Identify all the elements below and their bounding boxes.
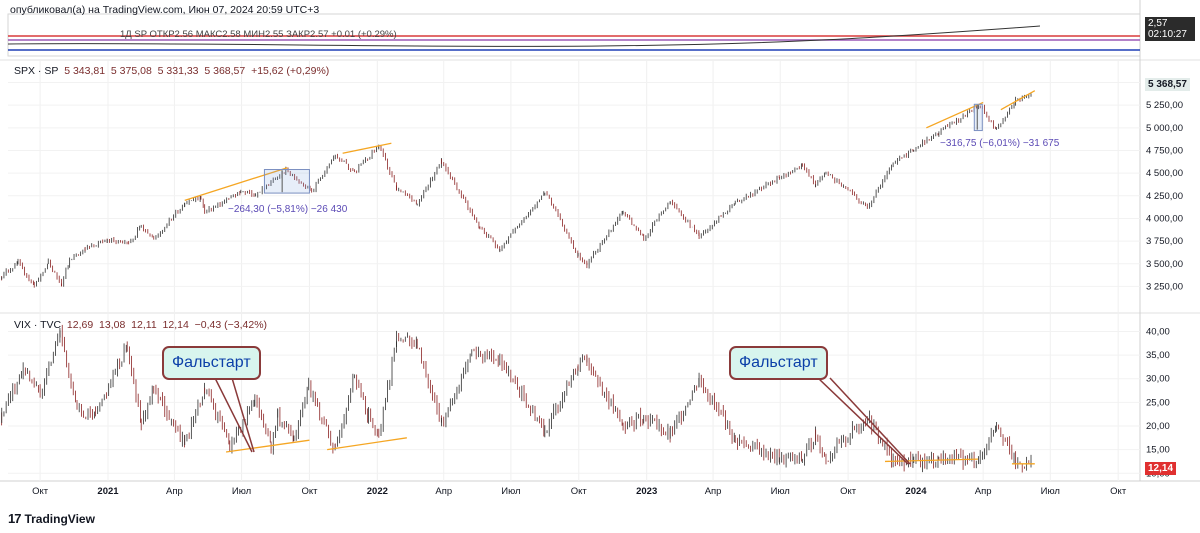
callout-pointer-2 bbox=[817, 377, 909, 465]
p1-ytick-5: 4 500,00 bbox=[1146, 168, 1183, 179]
x-tick-10: Апр bbox=[705, 486, 722, 497]
p1-ytick-4: 4 250,00 bbox=[1146, 191, 1183, 202]
vix-open: 12,69 bbox=[66, 319, 94, 331]
trendline-vix-1 bbox=[225, 439, 310, 453]
spx-high: 5 375,08 bbox=[110, 65, 152, 77]
measure-box-2 bbox=[973, 103, 983, 132]
trendline-vix-2 bbox=[327, 437, 407, 451]
x-tick-1: 2021 bbox=[97, 486, 119, 497]
callout-false-start-2: Фальстарт bbox=[729, 346, 828, 380]
p2-ytick-6: 40,00 bbox=[1146, 326, 1170, 337]
p2-ytick-4: 30,00 bbox=[1146, 374, 1170, 385]
mini-timer: 02:10:27 bbox=[1148, 29, 1187, 40]
x-tick-9: 2023 bbox=[636, 486, 657, 497]
p2-ytick-5: 35,00 bbox=[1146, 350, 1170, 361]
x-tick-14: Апр bbox=[975, 486, 992, 497]
x-tick-16: Окт bbox=[1110, 486, 1127, 497]
trendline-spx-4 bbox=[1000, 90, 1036, 111]
callout-false-start-1: Фальстарт bbox=[162, 346, 261, 380]
vix-change: −0,43 (−3,42%) bbox=[194, 319, 268, 331]
mini-price-tag: 2,57 02:10:27 bbox=[1145, 17, 1195, 41]
p1-ytick-1: 3 500,00 bbox=[1146, 259, 1183, 270]
p2-ytick-3: 25,00 bbox=[1146, 397, 1170, 408]
p2-ytick-1: 15,00 bbox=[1146, 445, 1170, 456]
vix-high: 13,08 bbox=[99, 319, 126, 331]
trendline-spx-2 bbox=[342, 142, 392, 154]
x-tick-3: Июл bbox=[232, 486, 251, 497]
p1-ytick-0: 3 250,00 bbox=[1146, 281, 1183, 292]
spx-open: 5 343,81 bbox=[64, 65, 106, 77]
callout-pointer-2b bbox=[829, 377, 911, 465]
vix-close: 12,14 bbox=[162, 319, 189, 331]
measure-label-1: −264,30 (−5,81%) −26 430 bbox=[228, 204, 348, 215]
x-tick-15: Июл bbox=[1041, 486, 1060, 497]
x-tick-2: Апр bbox=[166, 486, 183, 497]
x-tick-8: Окт bbox=[571, 486, 588, 497]
spx-change: +15,62 (+0,29%) bbox=[251, 65, 330, 77]
mini-panel bbox=[7, 13, 1141, 57]
x-tick-0: Окт bbox=[32, 486, 49, 497]
callout-pointer-1 bbox=[214, 377, 253, 453]
p1-ytick-6: 4 750,00 bbox=[1146, 145, 1183, 156]
p1-ytick-2: 3 750,00 bbox=[1146, 236, 1183, 247]
trendline-spx-3 bbox=[926, 101, 984, 129]
vix-price-tag: 12,14 bbox=[1145, 462, 1177, 475]
x-tick-7: Июл bbox=[501, 486, 520, 497]
trendline-spx-1 bbox=[184, 167, 288, 201]
mini-price: 2,57 bbox=[1148, 18, 1168, 29]
vix-symbol: VIX · TVC bbox=[14, 319, 62, 331]
tradingview-logo-icon: 17 bbox=[8, 511, 22, 526]
mini-price-line bbox=[7, 25, 1041, 47]
footer-brand[interactable]: 17 TradingView bbox=[8, 511, 95, 526]
p1-ytick-8: 5 250,00 bbox=[1146, 100, 1183, 111]
spx-close: 5 368,57 bbox=[204, 65, 246, 77]
measure-label-2: −316,75 (−6,01%) −31 675 bbox=[940, 138, 1060, 149]
vix-low: 12,11 bbox=[131, 319, 157, 331]
spx-low: 5 331,33 bbox=[157, 65, 199, 77]
x-tick-6: Апр bbox=[435, 486, 452, 497]
p1-ytick-3: 4 000,00 bbox=[1146, 213, 1183, 224]
trendline-vix-3 bbox=[884, 458, 979, 463]
x-tick-13: 2024 bbox=[905, 486, 927, 497]
mini-panel-legend: 1Д SP ОТКР2.56 МАКС2.58 МИН2.55 ЗАКР2.57… bbox=[120, 29, 397, 40]
spx-symbol: SPX · SP bbox=[14, 65, 59, 77]
p2-ytick-2: 20,00 bbox=[1146, 421, 1170, 432]
vix-legend[interactable]: VIX · TVC 12,69 13,08 12,11 12,14 −0,43 … bbox=[14, 319, 267, 331]
x-tick-4: Окт bbox=[301, 486, 318, 497]
p1-ytick-7: 5 000,00 bbox=[1146, 123, 1183, 134]
spx-price-tag: 5 368,57 bbox=[1145, 78, 1190, 91]
callout-pointer-1b bbox=[231, 377, 255, 453]
x-tick-12: Окт bbox=[840, 486, 857, 497]
published-header: опубликовал(а) на TradingView.com, Июн 0… bbox=[10, 4, 320, 16]
x-tick-11: Июл bbox=[771, 486, 790, 497]
spx-legend[interactable]: SPX · SP 5 343,81 5 375,08 5 331,33 5 36… bbox=[14, 65, 329, 77]
x-tick-5: 2022 bbox=[367, 486, 388, 497]
footer-brand-label: TradingView bbox=[24, 511, 95, 526]
measure-box-1 bbox=[263, 169, 310, 194]
